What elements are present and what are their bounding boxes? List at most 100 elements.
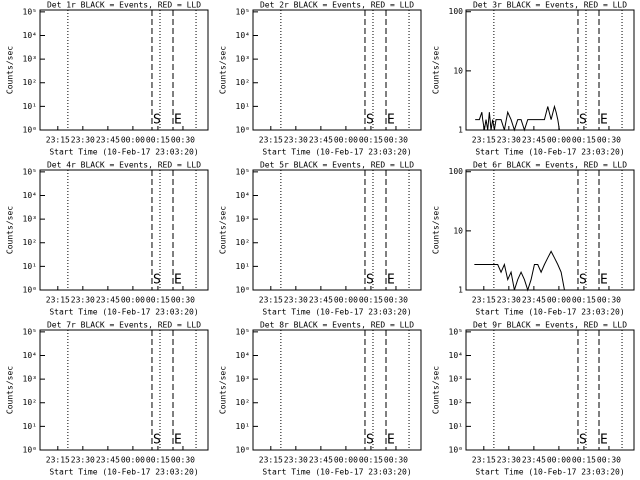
x-tick-label: 23:30 (71, 296, 95, 305)
x-tick-label: 23:15 (472, 136, 496, 145)
y-tick-label: 10⁴ (23, 31, 37, 40)
x-axis-label: Start Time (10-Feb-17 23:03:20) (262, 468, 411, 477)
y-tick-label: 10⁴ (449, 351, 463, 360)
y-tick-label: 10⁰ (449, 446, 463, 455)
y-tick-label: 10⁰ (23, 286, 37, 295)
y-tick-label: 10⁰ (23, 446, 37, 455)
y-tick-label: 10⁰ (236, 286, 250, 295)
y-tick-label: 10⁰ (236, 126, 250, 135)
y-tick-label: 10⁴ (23, 191, 37, 200)
y-tick-label: 10⁵ (236, 167, 250, 176)
x-tick-label: 23:30 (71, 456, 95, 465)
x-tick-label: 23:45 (96, 456, 120, 465)
x-tick-label: 00:00 (121, 136, 145, 145)
x-tick-label: 23:15 (46, 456, 70, 465)
y-tick-label: 10⁰ (23, 126, 37, 135)
x-tick-label: 00:00 (547, 456, 571, 465)
x-tick-label: 00:15 (359, 296, 383, 305)
marker-label: E (174, 433, 182, 448)
y-tick-label: 10⁴ (236, 351, 250, 360)
y-tick-label: 10³ (236, 375, 250, 384)
y-axis-label: Counts/sec (432, 366, 441, 414)
x-tick-label: 23:30 (284, 136, 308, 145)
x-tick-label: 00:00 (121, 456, 145, 465)
marker-label: E (387, 113, 395, 128)
y-tick-label: 10⁴ (23, 351, 37, 360)
plot-frame (252, 9, 422, 131)
y-tick-label: 10³ (23, 55, 37, 64)
y-axis-label: Counts/sec (6, 206, 15, 254)
plot-frame (252, 329, 422, 451)
y-axis-label: Counts/sec (6, 46, 15, 94)
x-tick-label: 00:30 (171, 136, 195, 145)
y-tick-label: 10⁵ (23, 167, 37, 176)
x-tick-label: 23:15 (46, 296, 70, 305)
marker-label: E (600, 433, 608, 448)
y-tick-label: 10¹ (449, 422, 463, 431)
y-tick-label: 1 (458, 126, 463, 135)
events-line (475, 104, 560, 132)
x-tick-label: 23:30 (284, 456, 308, 465)
y-tick-label: 10¹ (236, 422, 250, 431)
panel-title: Det 9r BLACK = Events, RED = LLD (473, 321, 627, 330)
x-tick-label: 23:15 (259, 296, 283, 305)
marker-label: S (579, 433, 587, 448)
x-tick-label: 23:45 (309, 296, 333, 305)
x-tick-label: 00:00 (547, 136, 571, 145)
marker-label: S (579, 273, 587, 288)
x-tick-label: 00:15 (572, 296, 596, 305)
y-tick-label: 10² (23, 78, 37, 87)
panel-title: Det 1r BLACK = Events, RED = LLD (47, 1, 201, 10)
x-tick-label: 00:15 (359, 136, 383, 145)
marker-label: E (174, 113, 182, 128)
marker-label: E (387, 433, 395, 448)
x-tick-label: 23:45 (309, 456, 333, 465)
x-tick-label: 23:45 (96, 296, 120, 305)
x-tick-label: 00:00 (334, 456, 358, 465)
y-tick-label: 10¹ (236, 102, 250, 111)
y-tick-label: 10⁵ (23, 7, 37, 16)
x-tick-label: 00:15 (146, 456, 170, 465)
x-tick-label: 00:30 (384, 296, 408, 305)
y-tick-label: 10¹ (23, 262, 37, 271)
x-tick-label: 23:45 (522, 456, 546, 465)
y-tick-label: 10⁴ (236, 31, 250, 40)
x-axis-label: Start Time (10-Feb-17 23:03:20) (475, 468, 624, 477)
marker-label: S (579, 113, 587, 128)
y-tick-label: 10² (449, 398, 463, 407)
panel-title: Det 8r BLACK = Events, RED = LLD (260, 321, 414, 330)
plot-frame (465, 9, 635, 131)
plot-frame (465, 329, 635, 451)
y-tick-label: 10 (453, 226, 463, 235)
y-tick-label: 10² (236, 398, 250, 407)
x-tick-label: 23:45 (522, 296, 546, 305)
x-axis-label: Start Time (10-Feb-17 23:03:20) (262, 148, 411, 157)
panel-title: Det 5r BLACK = Events, RED = LLD (260, 161, 414, 170)
y-tick-label: 10² (236, 238, 250, 247)
marker-label: E (600, 113, 608, 128)
x-axis-label: Start Time (10-Feb-17 23:03:20) (475, 148, 624, 157)
marker-label: S (153, 273, 161, 288)
marker-label: S (153, 113, 161, 128)
x-tick-label: 00:00 (334, 136, 358, 145)
x-tick-label: 00:30 (597, 296, 621, 305)
marker-label: E (174, 273, 182, 288)
x-tick-label: 00:30 (384, 136, 408, 145)
y-tick-label: 10³ (236, 215, 250, 224)
panel-title: Det 3r BLACK = Events, RED = LLD (473, 1, 627, 10)
y-tick-label: 10² (236, 78, 250, 87)
x-tick-label: 23:30 (497, 456, 521, 465)
x-tick-label: 23:45 (96, 136, 120, 145)
x-tick-label: 00:00 (334, 296, 358, 305)
marker-label: S (366, 433, 374, 448)
x-tick-label: 00:15 (572, 456, 596, 465)
x-tick-label: 23:45 (309, 136, 333, 145)
plot-frame (252, 169, 422, 291)
y-tick-label: 10³ (236, 55, 250, 64)
y-axis-label: Counts/sec (6, 366, 15, 414)
x-tick-label: 23:15 (259, 456, 283, 465)
x-tick-label: 00:00 (121, 296, 145, 305)
marker-label: S (366, 273, 374, 288)
y-tick-label: 10 (453, 66, 463, 75)
